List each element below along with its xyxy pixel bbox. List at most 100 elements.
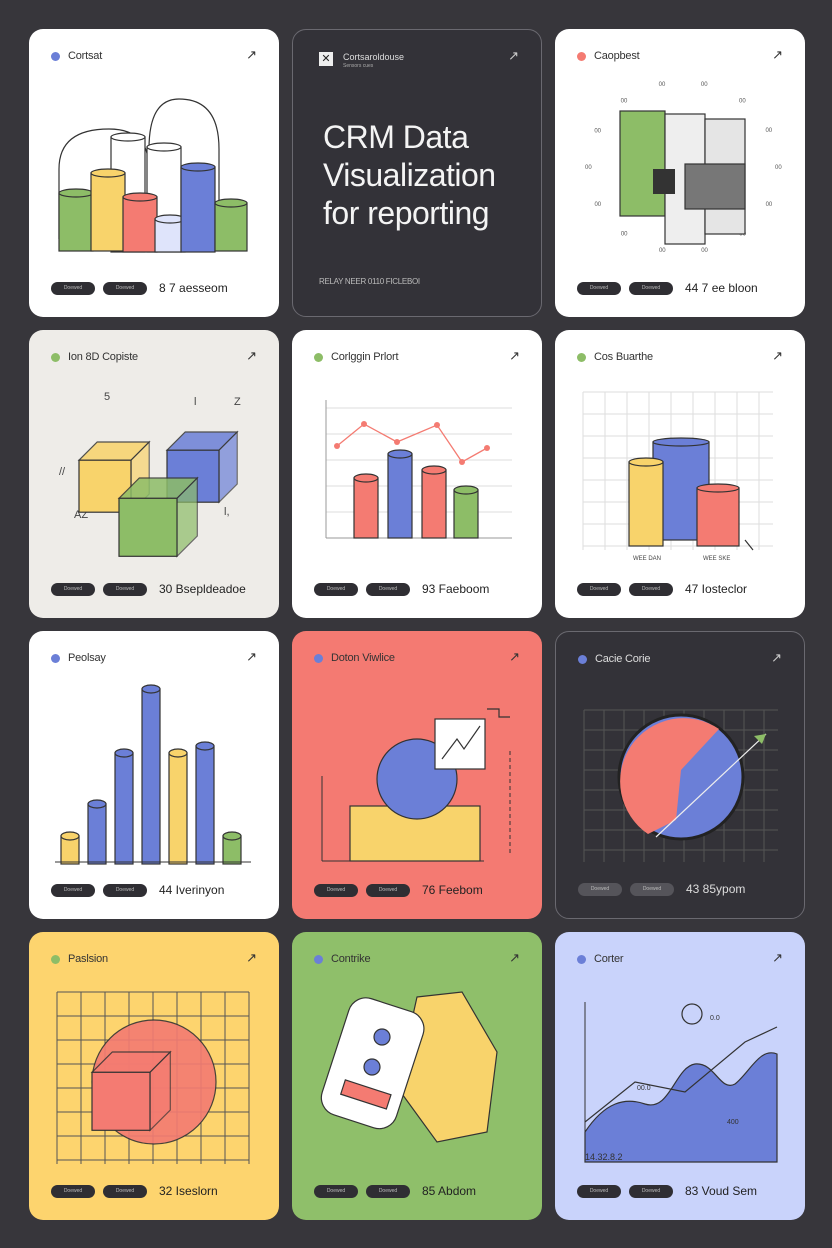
svg-text:l: l: [194, 396, 196, 408]
svg-text:WEE SKE: WEE SKE: [703, 556, 730, 562]
svg-text:l,: l,: [224, 506, 230, 518]
card-illustration: [55, 684, 251, 865]
card-title: Peolsay: [68, 652, 106, 664]
card-button[interactable]: Doewed: [314, 1184, 358, 1198]
svg-text:00: 00: [594, 202, 601, 208]
dashboard-card[interactable]: Cortsat ↗ Doewed Doewed 8 7 aesseom: [29, 29, 279, 317]
card-button[interactable]: Doewed: [314, 582, 358, 596]
hero-title-card[interactable]: ✕ Cortsaroldouse Sensors cues ↗ CRM Data…: [292, 29, 542, 317]
card-title: Cortsat: [68, 50, 103, 62]
svg-text:00: 00: [659, 82, 666, 88]
svg-text:00: 00: [585, 165, 592, 171]
svg-text:00: 00: [621, 232, 628, 238]
card-title: Corlggin Prlort: [331, 351, 399, 363]
card-button[interactable]: Doewed: [366, 1184, 410, 1198]
svg-text:00: 00: [659, 248, 666, 254]
svg-text:00: 00: [766, 202, 773, 208]
card-value: 83 Voud Sem: [685, 1184, 758, 1198]
card-button[interactable]: Doewed: [577, 281, 621, 295]
svg-text:5: 5: [104, 391, 110, 403]
card-button[interactable]: Doewed: [51, 582, 95, 596]
svg-text:00: 00: [739, 98, 746, 104]
hero-footer-text: RELAY NEER 0110 FICLEBOI: [319, 277, 420, 286]
dashboard-card[interactable]: Corlggin Prlort ↗ Doewed Doewed 93 Faeboom: [292, 330, 542, 618]
card-button[interactable]: Doewed: [103, 1184, 147, 1198]
card-value: 85 Abdom: [422, 1184, 477, 1198]
status-dot: [314, 352, 323, 362]
card-value: 44 Iverinyon: [159, 883, 225, 897]
card-button[interactable]: Doewed: [51, 1184, 95, 1198]
card-button[interactable]: Doewed: [103, 883, 147, 897]
arrow-up-right-icon[interactable]: ↗: [508, 48, 519, 63]
card-button[interactable]: Doewed: [51, 281, 95, 295]
arrow-up-right-icon[interactable]: ↗: [246, 950, 257, 965]
card-button[interactable]: Doewed: [366, 582, 410, 596]
chart-label: 00.0: [637, 1085, 651, 1092]
status-dot: [51, 653, 60, 663]
arrow-up-right-icon[interactable]: ↗: [772, 950, 783, 965]
dashboard-card[interactable]: Contrike ↗ Doewed Doewed 85 Abdom: [292, 932, 542, 1220]
status-dot: [314, 954, 323, 964]
svg-text:Z: Z: [234, 396, 241, 408]
dashboard-card[interactable]: Ion 8D Copiste↗ 5lZ//AZl,OS DA DoewedDoe…: [29, 330, 279, 618]
card-value: 76 Feebom: [422, 883, 483, 897]
card-value: 43 85ypom: [686, 882, 746, 896]
card-title: Cos Buarthe: [594, 351, 653, 363]
status-dot: [51, 51, 60, 61]
arrow-up-right-icon[interactable]: ↗: [509, 348, 520, 363]
card-illustration: 0000000000000000000000000000: [585, 82, 782, 254]
card-title: Caopbest: [594, 50, 640, 62]
brand-name: Cortsaroldouse: [343, 52, 405, 62]
card-illustration: WEE DAN WEE SKE: [582, 391, 773, 562]
card-button[interactable]: Doewed: [629, 582, 673, 596]
svg-text:WEE DAN: WEE DAN: [633, 556, 661, 562]
card-value: 47 Iosteclor: [685, 582, 748, 596]
card-button[interactable]: Doewed: [577, 1184, 621, 1198]
card-value: 8 7 aesseom: [159, 281, 228, 295]
arrow-up-right-icon[interactable]: ↗: [246, 47, 257, 62]
card-button[interactable]: Doewed: [314, 883, 358, 897]
card-button[interactable]: Doewed: [577, 582, 621, 596]
card-button[interactable]: Doewed: [629, 281, 673, 295]
card-illustration: 0.0 00.0 400 14.32.8.2: [584, 1002, 778, 1163]
status-dot: [577, 954, 586, 964]
status-dot: [51, 352, 60, 362]
card-button[interactable]: Doewed: [366, 883, 410, 897]
arrow-up-right-icon[interactable]: ↗: [246, 348, 257, 363]
dashboard-card[interactable]: Cos Buarthe ↗ WEE DAN WEE SKE Doewed Doewed…: [555, 330, 805, 618]
dashboard-card[interactable]: Paslsion ↗ Doewed Doewed 32 Iseslorn: [29, 932, 279, 1220]
card-title: Cacie Corie: [595, 653, 651, 665]
card-illustration: [320, 991, 498, 1143]
arrow-up-right-icon[interactable]: ↗: [771, 650, 782, 665]
arrow-up-right-icon[interactable]: ↗: [246, 649, 257, 664]
card-button[interactable]: Doewed: [629, 1184, 673, 1198]
arrow-up-right-icon[interactable]: ↗: [772, 47, 783, 62]
arrow-up-right-icon[interactable]: ↗: [509, 950, 520, 965]
arrow-up-right-icon[interactable]: ↗: [509, 649, 520, 664]
card-value: 32 Iseslorn: [159, 1184, 218, 1198]
arrow-up-right-icon[interactable]: ↗: [772, 348, 783, 363]
card-button[interactable]: Doewed: [51, 883, 95, 897]
card-title: Corter: [594, 953, 624, 965]
card-button[interactable]: Doewed: [103, 281, 147, 295]
svg-text:00: 00: [701, 248, 708, 254]
dashboard-card[interactable]: Peolsay ↗ Doewed Doewed 44 Iverinyon: [29, 631, 279, 919]
dashboard-card[interactable]: Cacie Corie ↗ Doewed Doewed 43 85ypom: [555, 631, 805, 919]
card-title: Contrike: [331, 953, 371, 965]
card-illustration: [58, 98, 248, 253]
dashboard-card[interactable]: Caopbest↗ 0000000000000000000000000000 D…: [555, 29, 805, 317]
card-title: Doton Viwlice: [331, 652, 395, 664]
card-value: 44 7 ee bloon: [685, 281, 758, 295]
card-button[interactable]: Doewed: [103, 582, 147, 596]
svg-text:00: 00: [594, 128, 601, 134]
card-title: Paslsion: [68, 953, 108, 965]
status-dot: [51, 954, 60, 964]
card-button[interactable]: Doewed: [578, 882, 622, 896]
brand-subtitle: Sensors cues: [343, 63, 374, 69]
card-button[interactable]: Doewed: [630, 882, 674, 896]
dashboard-card-grid: Cortsat ↗ Doewed Doewed 8 7 aesseom ✕ Cortsa…: [29, 29, 805, 1220]
status-dot: [314, 653, 323, 663]
card-value: 30 Bsepldeadoe: [159, 582, 246, 596]
dashboard-card[interactable]: Doton Viwlice ↗ Doewed Doewed 76 Feebom: [292, 631, 542, 919]
dashboard-card[interactable]: Corter ↗ 0.0 00.0 400 14.32.8.2 Doewed Doewed…: [555, 932, 805, 1220]
